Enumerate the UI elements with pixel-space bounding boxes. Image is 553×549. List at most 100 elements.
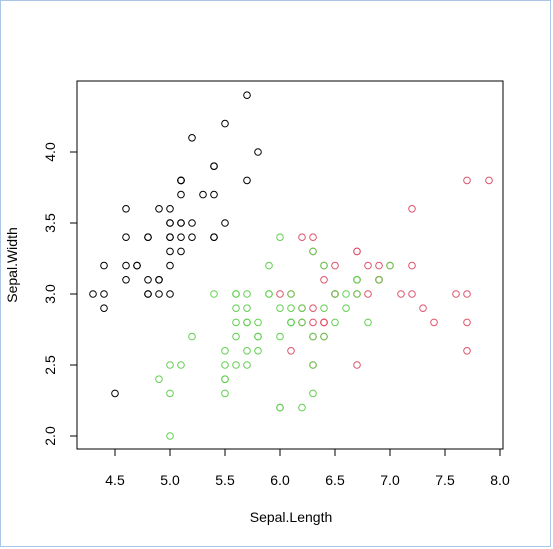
data-point-s1-8 [408, 205, 416, 213]
data-point-s1-28 [309, 318, 317, 327]
data-point-s2-58 [320, 261, 328, 270]
data-point-s0-17 [177, 219, 185, 227]
data-point-s0-16 [210, 162, 218, 170]
data-point-s0-36 [221, 219, 229, 227]
data-point-s1-42 [298, 233, 306, 241]
data-point-s1-29 [287, 347, 295, 355]
y-axis: 2.0 2.5 3.0 3.5 4.0 [42, 142, 78, 446]
data-point-s1-31 [309, 233, 317, 241]
data-point-s0-1 [155, 290, 163, 298]
data-point-s2-8 [166, 432, 174, 440]
data-point-s0-47 [122, 261, 130, 270]
data-point-s0-6 [122, 233, 130, 241]
data-point-s2-35 [309, 389, 317, 398]
data-point-s2-25 [353, 290, 361, 298]
data-point-s0-13 [89, 290, 97, 298]
data-point-s2-41 [166, 389, 174, 398]
data-point-s2-16 [298, 403, 306, 412]
data-point-s2-5 [155, 375, 163, 384]
y-tick-label: 4.0 [42, 142, 58, 162]
data-point-s2-34 [353, 276, 361, 284]
data-point-s2-36 [232, 290, 240, 298]
data-point-s0-26 [166, 233, 174, 241]
data-point-s0-8 [100, 304, 108, 313]
data-point-s0-3 [122, 276, 130, 284]
data-point-s1-20 [408, 261, 416, 270]
data-point-s0-34 [155, 276, 163, 284]
data-point-s2-51 [232, 318, 240, 327]
data-point-s0-38 [100, 290, 108, 298]
x-tick-label: 5.5 [215, 472, 235, 488]
y-tick-label: 2.5 [42, 355, 58, 375]
data-point-s2-12 [232, 304, 240, 313]
data-point-s2-43 [243, 290, 251, 298]
data-point-s1-17 [463, 318, 471, 327]
data-point-s2-54 [243, 361, 251, 369]
data-point-s0-30 [144, 276, 152, 284]
data-point-s1-11 [364, 290, 372, 298]
data-point-s2-4 [309, 247, 317, 256]
data-point-s2-38 [221, 347, 229, 355]
data-point-s1-43 [452, 290, 460, 298]
data-point-s2-1 [221, 389, 229, 398]
x-axis: 4.5 5.0 5.5 6.0 6.5 7.0 7.5 8.0 [105, 448, 510, 488]
data-point-s0-4 [166, 205, 174, 213]
data-point-s2-0 [375, 276, 383, 284]
data-point-s1-30 [463, 290, 471, 298]
data-point-s0-43 [166, 219, 174, 227]
data-point-s2-29 [221, 375, 229, 384]
x-tick-label: 6.5 [325, 472, 345, 488]
y-axis-label: Sepal.Width [4, 227, 20, 302]
data-point-s1-9 [331, 261, 339, 270]
x-tick-label: 5.0 [160, 472, 180, 488]
data-point-s1-33 [276, 290, 284, 298]
plot-area-box [76, 80, 504, 450]
data-point-s1-14 [463, 176, 471, 185]
data-point-s1-26 [485, 176, 493, 185]
data-point-s0-45 [144, 290, 152, 298]
data-point-s1-38 [353, 247, 361, 256]
data-point-s2-53 [298, 318, 306, 327]
data-point-s0-41 [111, 389, 119, 398]
data-point-s2-17 [232, 361, 240, 369]
data-point-s0-37 [155, 205, 163, 213]
data-point-s0-29 [133, 261, 141, 270]
data-point-s2-47 [243, 318, 251, 327]
data-point-s2-22 [320, 304, 328, 313]
y-tick-label: 3.0 [42, 284, 58, 304]
data-point-s0-15 [243, 91, 251, 99]
data-point-s2-52 [166, 361, 174, 369]
data-point-s1-37 [364, 261, 372, 270]
data-point-s2-44 [243, 304, 251, 313]
data-point-s2-33 [276, 233, 284, 241]
data-point-s1-32 [320, 276, 328, 284]
data-point-s0-28 [188, 233, 196, 241]
data-point-s0-42 [100, 261, 108, 270]
x-tick-label: 8.0 [490, 472, 510, 488]
data-point-s2-60 [320, 332, 328, 341]
x-tick-label: 6.0 [270, 472, 290, 488]
data-point-s2-59 [386, 261, 394, 270]
data-point-s2-30 [254, 332, 262, 341]
data-point-s1-15 [463, 347, 471, 355]
data-point-s2-6 [342, 304, 350, 313]
x-tick-label: 7.0 [380, 472, 400, 488]
data-point-s1-5 [397, 290, 405, 298]
data-point-s0-32 [188, 134, 196, 142]
data-point-s2-45 [298, 304, 306, 313]
data-point-s0-10 [210, 190, 218, 199]
x-tick-label: 4.5 [105, 472, 125, 488]
data-point-s0-33 [221, 119, 229, 128]
data-point-s2-20 [309, 361, 317, 369]
data-point-s2-37 [221, 361, 229, 369]
data-point-s2-2 [331, 318, 339, 327]
data-point-s1-7 [353, 361, 361, 369]
data-point-s0-24 [144, 233, 152, 241]
data-point-s1-27 [320, 318, 328, 327]
data-point-s0-25 [166, 290, 174, 298]
data-point-s0-46 [177, 176, 185, 185]
data-point-s2-26 [276, 304, 284, 313]
data-point-s2-31 [276, 332, 284, 341]
